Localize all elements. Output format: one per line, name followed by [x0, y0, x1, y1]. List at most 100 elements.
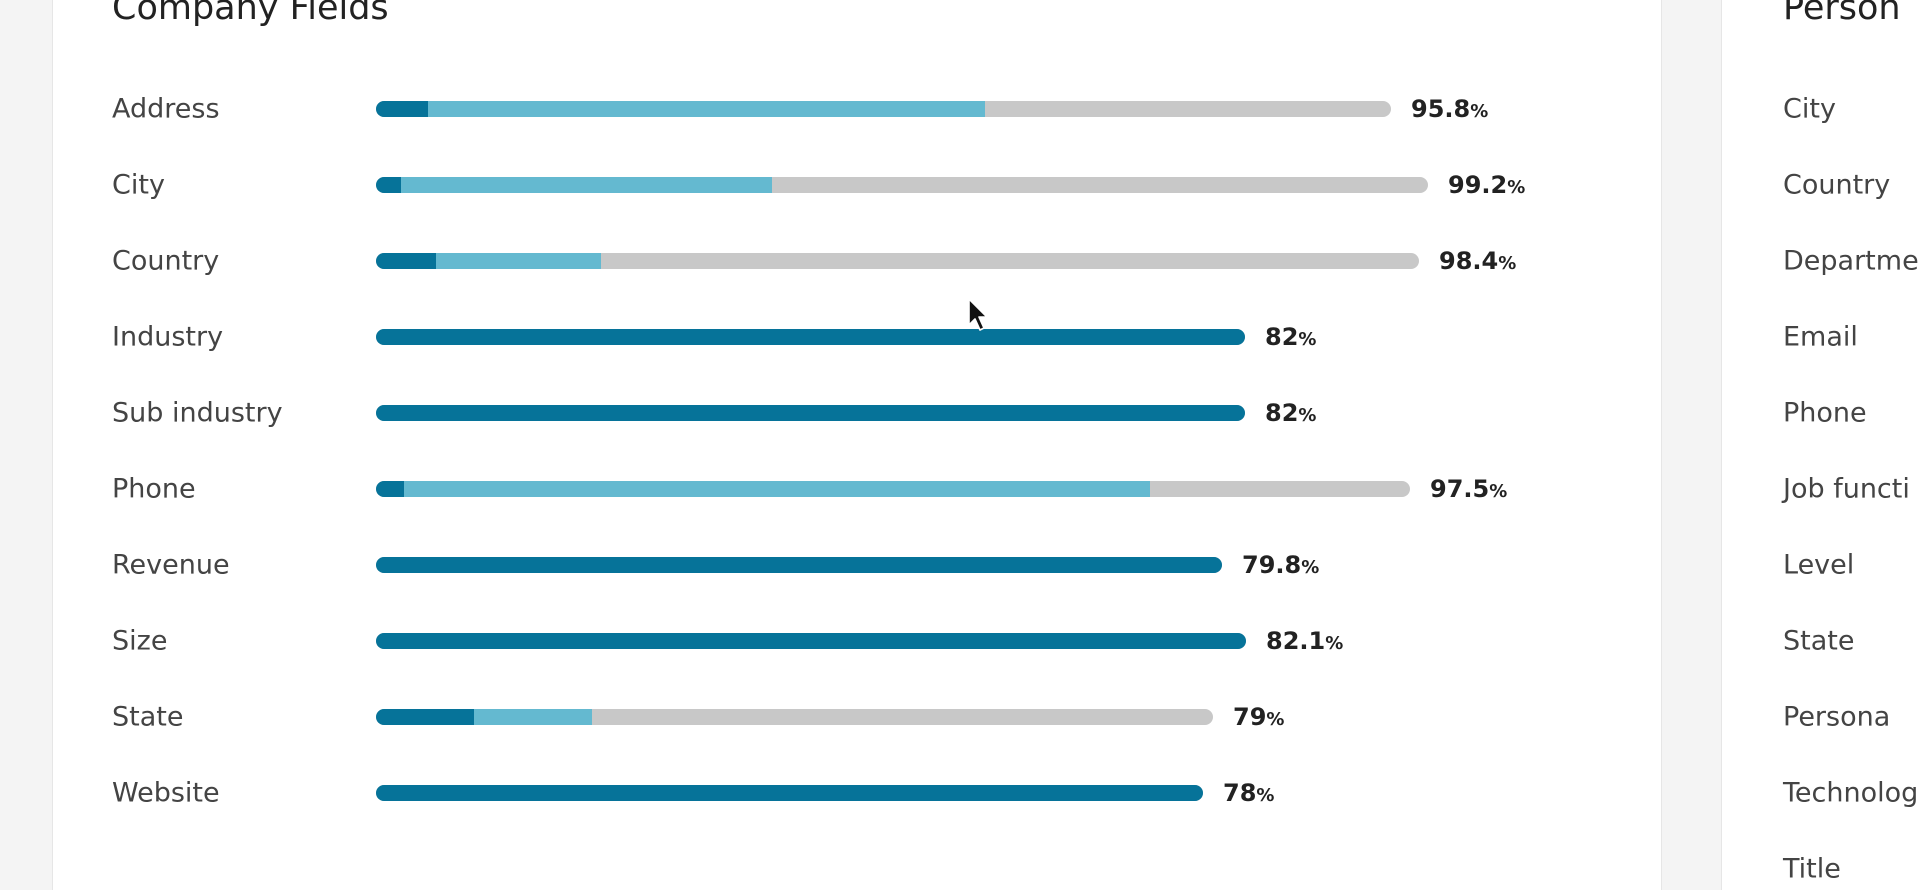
person-field-row: Title	[1722, 849, 1920, 889]
percentage-value: 82	[1265, 323, 1299, 351]
person-field-row: Job functi	[1722, 469, 1920, 509]
person-field-row: Level	[1722, 545, 1920, 585]
completion-bar	[376, 177, 1428, 193]
completion-bar-light-segment	[427, 101, 985, 117]
percentage-value: 82	[1265, 399, 1299, 427]
completion-bar-dark-segment	[376, 633, 1246, 649]
person-field-row: Technolog	[1722, 773, 1920, 813]
percentage-unit: %	[1489, 481, 1508, 502]
percentage-unit: %	[1266, 709, 1285, 730]
completion-bar-dark-segment	[376, 709, 474, 725]
percentage-unit: %	[1470, 101, 1489, 122]
percentage-unit: %	[1298, 405, 1317, 426]
field-label: Departme	[1783, 245, 1919, 277]
percentage-value: 97.5	[1430, 475, 1490, 503]
field-label: Phone	[112, 473, 196, 505]
field-label: Email	[1783, 321, 1858, 353]
person-field-row: Email	[1722, 317, 1920, 357]
field-label: Address	[112, 93, 220, 125]
field-label: Country	[112, 245, 220, 277]
field-label: Persona	[1783, 701, 1891, 733]
completion-percentage: 78%	[1223, 779, 1274, 807]
completion-percentage: 98.4%	[1439, 247, 1516, 275]
completion-bar	[376, 405, 1245, 421]
completion-percentage: 82%	[1265, 323, 1316, 351]
percentage-value: 98.4	[1439, 247, 1499, 275]
person-field-row: Departme	[1722, 241, 1920, 281]
person-fields-title: Person	[1783, 0, 1901, 28]
company-field-row: City 99.2%	[53, 165, 1661, 205]
company-field-row: State 79%	[53, 697, 1661, 737]
completion-bar-dark-segment	[376, 177, 402, 193]
completion-bar-light-segment	[436, 253, 602, 269]
field-label: State	[112, 701, 184, 733]
field-label: Level	[1783, 549, 1855, 581]
company-field-row: Phone 97.5%	[53, 469, 1661, 509]
percentage-unit: %	[1507, 177, 1526, 198]
percentage-unit: %	[1301, 557, 1320, 578]
percentage-value: 95.8	[1411, 95, 1471, 123]
company-fields-card: Company Fields Address 95.8% City 99.2% Coun…	[52, 0, 1662, 890]
person-field-row: City	[1722, 89, 1920, 129]
field-label: Industry	[112, 321, 224, 353]
completion-percentage: 82.1%	[1266, 627, 1343, 655]
completion-bar-dark-segment	[376, 101, 428, 117]
percentage-unit: %	[1256, 785, 1275, 806]
company-field-row: Revenue 79.8%	[53, 545, 1661, 585]
company-field-row: Country 98.4%	[53, 241, 1661, 281]
field-label: Country	[1783, 169, 1891, 201]
completion-percentage: 95.8%	[1411, 95, 1488, 123]
percentage-value: 79.8	[1242, 551, 1302, 579]
completion-bar-dark-segment	[376, 329, 1245, 345]
percentage-unit: %	[1298, 329, 1317, 350]
completion-bar	[376, 481, 1410, 497]
person-field-row: Country	[1722, 165, 1920, 205]
completion-bar-dark-segment	[376, 481, 404, 497]
company-fields-title: Company Fields	[112, 0, 389, 28]
field-label: Size	[112, 625, 168, 657]
percentage-value: 79	[1233, 703, 1267, 731]
percentage-unit: %	[1325, 633, 1344, 654]
completion-percentage: 79%	[1233, 703, 1284, 731]
company-field-row: Website 78%	[53, 773, 1661, 813]
field-label: City	[112, 169, 165, 201]
completion-bar	[376, 633, 1246, 649]
person-field-row: Persona	[1722, 697, 1920, 737]
field-label: Phone	[1783, 397, 1867, 429]
completion-bar	[376, 101, 1391, 117]
company-field-row: Address 95.8%	[53, 89, 1661, 129]
percentage-value: 99.2	[1448, 171, 1508, 199]
completion-bar	[376, 557, 1222, 573]
percentage-unit: %	[1498, 253, 1517, 274]
completion-bar-light-segment	[473, 709, 592, 725]
completion-bar-dark-segment	[376, 557, 1222, 573]
completion-bar-dark-segment	[376, 405, 1245, 421]
company-field-row: Size 82.1%	[53, 621, 1661, 661]
mouse-pointer-icon	[968, 298, 988, 331]
completion-percentage: 99.2%	[1448, 171, 1525, 199]
field-label: Revenue	[112, 549, 230, 581]
percentage-value: 78	[1223, 779, 1257, 807]
company-field-row: Industry 82%	[53, 317, 1661, 357]
completion-bar-light-segment	[403, 481, 1151, 497]
person-fields-card: Person City Country Departme Email Phone Job …	[1721, 0, 1920, 890]
percentage-value: 82.1	[1266, 627, 1326, 655]
completion-percentage: 97.5%	[1430, 475, 1507, 503]
completion-bar-dark-segment	[376, 785, 1203, 801]
completion-percentage: 82%	[1265, 399, 1316, 427]
company-field-row: Sub industry 82%	[53, 393, 1661, 433]
completion-bar	[376, 785, 1203, 801]
field-label: State	[1783, 625, 1855, 657]
person-field-row: State	[1722, 621, 1920, 661]
completion-bar	[376, 709, 1213, 725]
field-label: City	[1783, 93, 1836, 125]
completion-bar-dark-segment	[376, 253, 437, 269]
field-label: Website	[112, 777, 220, 809]
field-label: Technolog	[1783, 777, 1919, 809]
completion-percentage: 79.8%	[1242, 551, 1319, 579]
field-label: Sub industry	[112, 397, 283, 429]
field-label: Title	[1783, 853, 1841, 885]
field-label: Job functi	[1783, 473, 1910, 505]
completion-bar	[376, 253, 1419, 269]
person-field-row: Phone	[1722, 393, 1920, 433]
